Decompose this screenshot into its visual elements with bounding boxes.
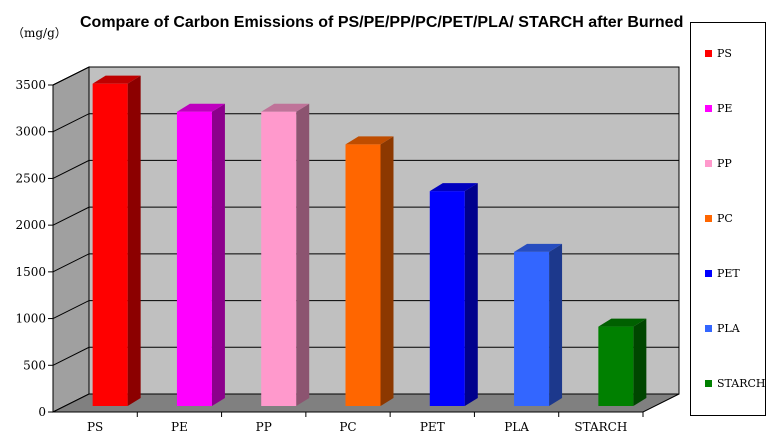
bar-pp	[261, 111, 297, 406]
bar-top-ps	[92, 75, 141, 84]
bar-pe	[176, 111, 212, 406]
y-tick-label: 1500	[15, 265, 46, 279]
legend-label: PE	[717, 102, 733, 115]
gridline	[52, 159, 679, 179]
y-axis-unit-label: （mg/g）	[12, 26, 67, 40]
bar-side-pc	[380, 136, 394, 406]
chart-title: Compare of Carbon Emissions of PS/PE/PP/…	[80, 14, 684, 31]
gridline	[52, 253, 679, 273]
bar-top-pp	[261, 103, 310, 112]
x-tick-label: PC	[339, 420, 356, 434]
legend-label: PP	[717, 157, 732, 170]
legend-swatch	[705, 50, 712, 57]
bar-side-starch	[633, 318, 647, 406]
legend-label: PET	[717, 267, 740, 280]
bar-starch	[598, 326, 634, 406]
bar-pet	[429, 191, 465, 406]
x-tick-label: PLA	[504, 420, 529, 434]
bar-side-pe	[211, 103, 225, 406]
bar-top-pc	[345, 136, 394, 145]
legend-swatch	[705, 105, 712, 112]
x-tick-label: PP	[256, 420, 272, 434]
legend-item-ps: PS	[705, 47, 732, 60]
y-tick-label: 3500	[15, 78, 46, 92]
legend-item-starch: STARCH	[705, 377, 766, 390]
legend-swatch	[705, 325, 712, 332]
y-tick-label: 0	[38, 405, 46, 419]
bar-side-pla	[549, 243, 563, 406]
legend-swatch	[705, 215, 712, 222]
y-tick-label: 500	[23, 358, 46, 372]
bar-top-starch	[598, 318, 647, 327]
y-tick-label: 2000	[15, 218, 46, 232]
gridline	[52, 346, 679, 366]
bar-side-ps	[127, 75, 141, 407]
bar-side-pet	[464, 183, 478, 406]
x-tick-label: PET	[420, 420, 445, 434]
bar-top-pet	[429, 183, 478, 192]
bar-top-pe	[176, 103, 225, 112]
legend-item-pc: PC	[705, 212, 733, 225]
x-tick-label: PE	[171, 420, 188, 434]
bar-ps	[92, 83, 128, 407]
legend-label: PC	[717, 212, 733, 225]
bar-pc	[345, 144, 381, 406]
bar-top-pla	[514, 243, 563, 252]
gridline	[52, 113, 679, 133]
legend-item-pla: PLA	[705, 322, 740, 335]
legend-item-pp: PP	[705, 157, 732, 170]
legend-swatch	[705, 270, 712, 277]
gridline	[52, 206, 679, 226]
x-tick-label: PS	[87, 420, 103, 434]
legend-label: STARCH	[717, 377, 766, 390]
legend-swatch	[705, 380, 712, 387]
legend-label: PLA	[717, 322, 740, 335]
legend-swatch	[705, 160, 712, 167]
gridline	[52, 66, 679, 86]
legend-label: PS	[717, 47, 732, 60]
gridline	[52, 300, 679, 320]
plot-side-wall	[52, 66, 90, 413]
chart-legend: PS PE PP PC PET PLA STARCH	[690, 22, 766, 416]
x-tick-label: STARCH	[574, 420, 627, 434]
legend-item-pe: PE	[705, 102, 732, 115]
y-tick-label: 1000	[15, 312, 46, 326]
legend-item-pet: PET	[705, 267, 740, 280]
bar-side-pp	[296, 103, 310, 406]
y-tick-label: 3000	[15, 125, 46, 139]
y-tick-label: 2500	[15, 171, 46, 185]
bar-pla	[514, 251, 550, 406]
